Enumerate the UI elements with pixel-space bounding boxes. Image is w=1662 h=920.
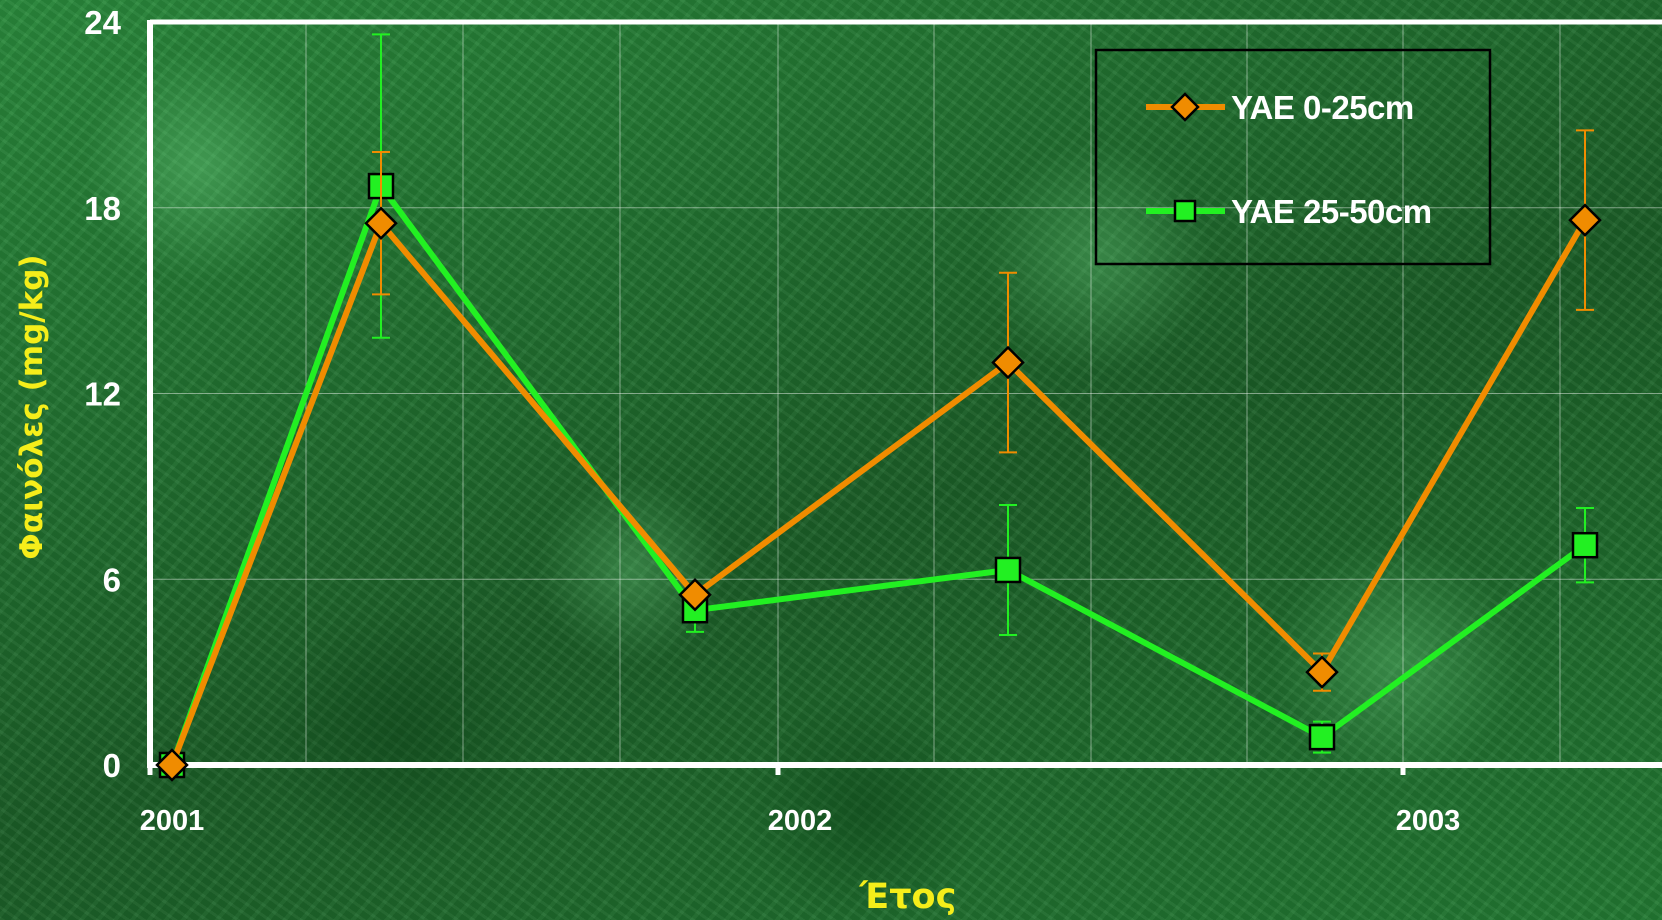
y-tick-label: 12 (84, 376, 121, 413)
y-tick-labels: 0 6 12 18 24 (84, 4, 121, 784)
x-tick-label: 2003 (1396, 805, 1461, 837)
x-tick-labels: 2001 2002 2003 (140, 805, 1461, 837)
legend-item: YAE 25-50cm (1146, 193, 1432, 230)
x-tick-label: 2002 (768, 805, 833, 837)
legend-item: YAE 0-25cm (1146, 89, 1414, 126)
series-1 (158, 33, 1599, 779)
series-line (169, 183, 1587, 767)
y-tick-label: 18 (84, 190, 121, 227)
vertical-gridlines (305, 22, 1561, 765)
series-0 (155, 129, 1602, 782)
legend-items: YAE 0-25cm YAE 25-50cm (1146, 89, 1432, 230)
data-point (1305, 655, 1339, 689)
legend: YAE 0-25cm YAE 25-50cm (1094, 48, 1492, 266)
data-point (678, 577, 712, 612)
data-point (1571, 531, 1599, 559)
data-point (155, 748, 189, 782)
y-tick-label: 6 (103, 561, 121, 598)
series-line (169, 218, 1588, 767)
legend-swatch-marker (1170, 92, 1200, 122)
y-tick-label: 0 (103, 747, 121, 784)
x-tick-marks (147, 765, 1406, 775)
x-tick-label: 2001 (140, 805, 205, 837)
x-axis-title: Έτος (859, 877, 957, 917)
y-tick-label: 24 (84, 4, 121, 41)
data-point (364, 206, 398, 240)
legend-swatch-marker (1173, 199, 1197, 223)
data-point (991, 345, 1025, 380)
data-point (994, 556, 1022, 584)
y-axis-title: Φαινόλες (mg/kg) (14, 254, 50, 559)
data-point (1568, 203, 1602, 237)
legend-label: YAE 0-25cm (1231, 89, 1414, 126)
legend-frame (1094, 48, 1492, 266)
series-layer (155, 33, 1602, 782)
horizontal-gridlines (150, 207, 1662, 580)
data-point (1308, 723, 1336, 751)
legend-label: YAE 25-50cm (1231, 193, 1432, 230)
